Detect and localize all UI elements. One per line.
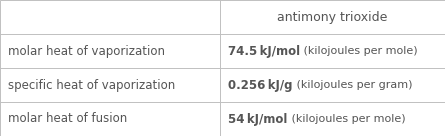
Text: molar heat of vaporization: molar heat of vaporization xyxy=(8,44,165,58)
Text: (kilojoules per mole): (kilojoules per mole) xyxy=(287,114,405,124)
Text: antimony trioxide: antimony trioxide xyxy=(277,10,388,24)
Text: (kilojoules per mole): (kilojoules per mole) xyxy=(300,46,418,56)
Text: (kilojoules per gram): (kilojoules per gram) xyxy=(293,80,412,90)
Text: 74.5 kJ/mol: 74.5 kJ/mol xyxy=(228,44,300,58)
Text: specific heat of vaporization: specific heat of vaporization xyxy=(8,78,175,92)
Text: 54 kJ/mol: 54 kJ/mol xyxy=(228,112,287,126)
Text: 0.256 kJ/g: 0.256 kJ/g xyxy=(228,78,293,92)
Text: molar heat of fusion: molar heat of fusion xyxy=(8,112,127,126)
